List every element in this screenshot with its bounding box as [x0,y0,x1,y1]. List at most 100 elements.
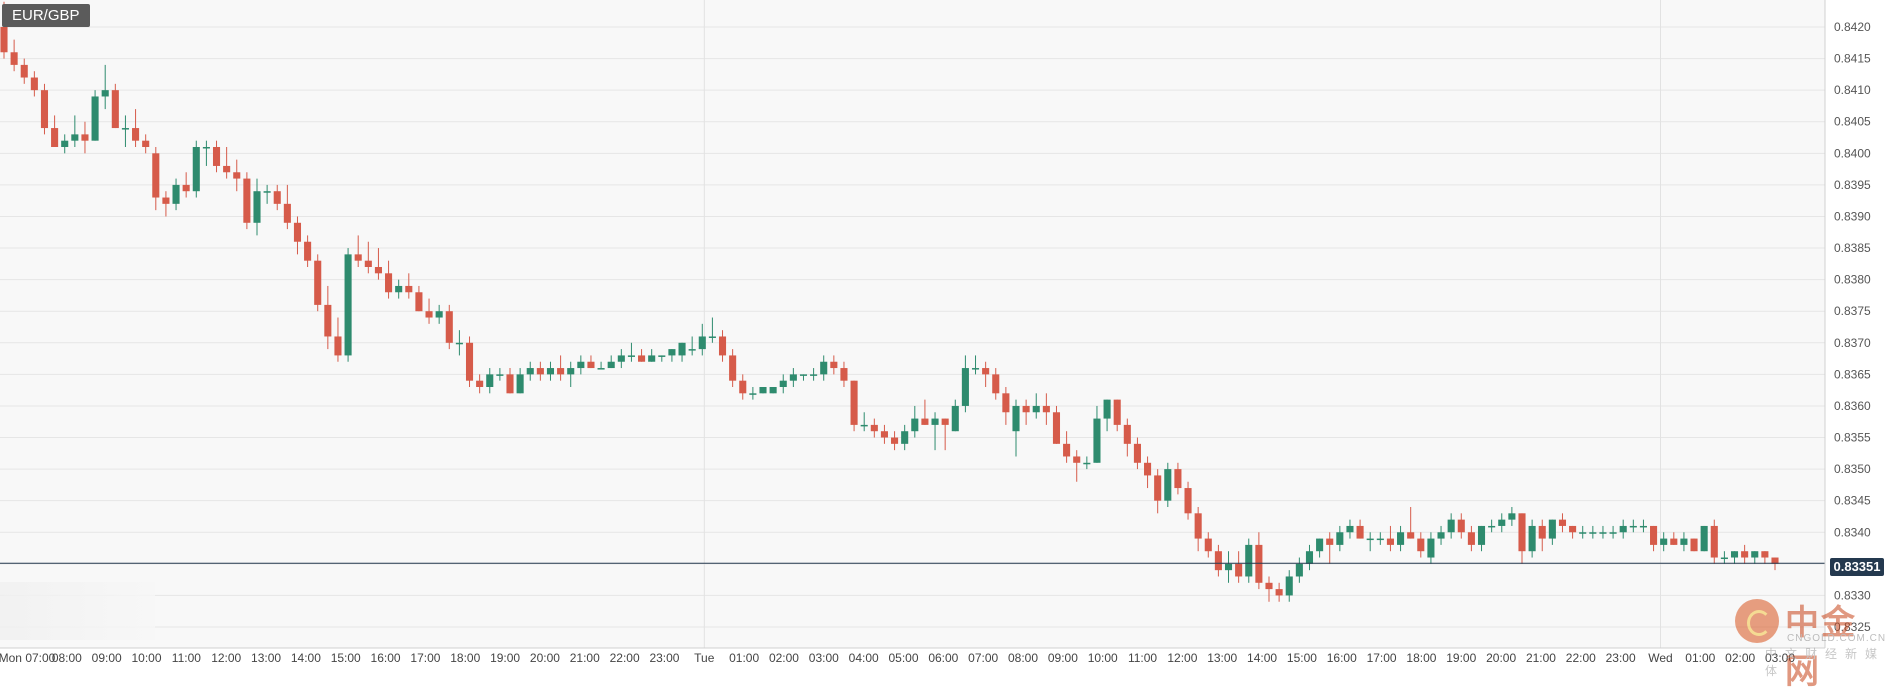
x-tick-label: 04:00 [849,651,879,665]
candle-body [1589,532,1597,534]
y-tick-label: 0.8325 [1834,620,1871,634]
candle-body [698,336,706,350]
symbol-label[interactable]: EUR/GBP [2,4,90,27]
candle-body [1194,513,1202,539]
candle-body [1518,513,1526,552]
candle-body [1224,563,1233,571]
x-tick-label: 12:00 [211,651,241,665]
x-tick-label: 21:00 [570,651,600,665]
y-tick-label: 0.8345 [1834,494,1871,508]
candle-body [233,172,241,179]
watermark-url: CNGOLD.COM.CN [1787,633,1887,644]
candle-body [1498,519,1506,526]
x-tick-label: 13:00 [251,651,281,665]
candle-body [961,368,969,406]
candle-body [931,418,939,425]
x-tick-label: 15:00 [331,651,361,665]
candle-body [445,311,453,343]
x-tick-label: 06:00 [928,651,958,665]
candle-body [799,374,808,376]
candle-body [1720,557,1728,560]
y-tick-label: 0.8380 [1834,273,1871,287]
candle-body [1407,532,1415,539]
candle-body [1417,538,1425,552]
candle-body [243,178,251,223]
candle-body [1366,538,1374,541]
candle-body [769,387,777,394]
candle-body [263,191,271,193]
candle-body [1063,443,1071,457]
watermark: 中金网 CNGOLD.COM.CN 中文财经新媒体 [1735,595,1887,692]
candle-body [516,374,524,394]
x-tick-label: 05:00 [888,651,918,665]
candle-body [749,393,757,395]
candle-body [1022,405,1030,413]
candle-body [132,128,140,141]
candle-body [901,431,909,444]
x-tick-label: 08:00 [1008,651,1038,665]
x-tick-label: 16:00 [1327,651,1357,665]
candle-body [577,361,585,369]
candle-body [1741,551,1749,558]
candle-body [1467,532,1475,545]
x-tick-label: 22:00 [1566,651,1596,665]
candle-body [1174,469,1182,489]
candle-body [1316,538,1324,552]
candle-body [860,424,868,427]
candle-body [1133,443,1141,463]
x-tick-label: 22:00 [610,651,640,665]
x-tick-label: 14:00 [291,651,321,665]
y-tick-label: 0.8385 [1834,241,1871,255]
candle-body [759,387,767,394]
candle-body [435,311,443,318]
candle-body [718,336,727,356]
x-tick-label: 12:00 [1167,651,1197,665]
x-tick-label: Wed [1648,651,1672,665]
candle-body [1376,538,1384,541]
candle-body [81,134,89,141]
candle-body [314,260,322,305]
candle-body [455,342,463,345]
x-tick-label: 18:00 [1406,651,1436,665]
x-tick-label: 11:00 [1128,651,1157,665]
y-tick-label: 0.8340 [1834,525,1871,539]
candle-body [51,128,59,147]
y-tick-label: 0.8330 [1834,588,1871,602]
candle-body [1144,462,1152,476]
candle-body [405,285,413,293]
candle-body [830,361,838,369]
candle-body [1305,551,1314,564]
candle-body [162,197,170,204]
candle-body [283,203,291,223]
candle-body [557,368,565,375]
candle-body [1508,513,1516,520]
x-tick-label: 19:00 [1446,651,1476,665]
candle-body [1650,525,1658,545]
current-price-tag: 0.83351 [1830,558,1884,576]
candle-body [71,134,79,141]
candle-body [496,374,504,376]
candle-body [1558,519,1567,526]
candle-body [1265,582,1273,590]
y-tick-label: 0.8395 [1834,178,1871,192]
candle-body [1437,532,1445,539]
candle-body [526,368,534,375]
candle-body [10,52,18,65]
x-tick-label: 23:00 [1606,651,1636,665]
candle-body [91,96,99,141]
candle-body [1680,538,1688,545]
x-tick-label: 03:00 [809,651,839,665]
y-tick-label: 0.8400 [1834,146,1871,160]
candle-body [20,64,28,78]
candle-body [395,285,403,293]
candle-body [1073,456,1081,463]
candle-body [597,368,605,370]
candle-body [1488,525,1496,528]
candle-layer [0,1,1779,602]
candle-body [61,140,69,147]
x-tick-label: 01:00 [729,651,759,665]
x-tick-label: Tue [694,651,715,665]
candle-body [1002,393,1010,413]
candle-body [385,273,393,293]
